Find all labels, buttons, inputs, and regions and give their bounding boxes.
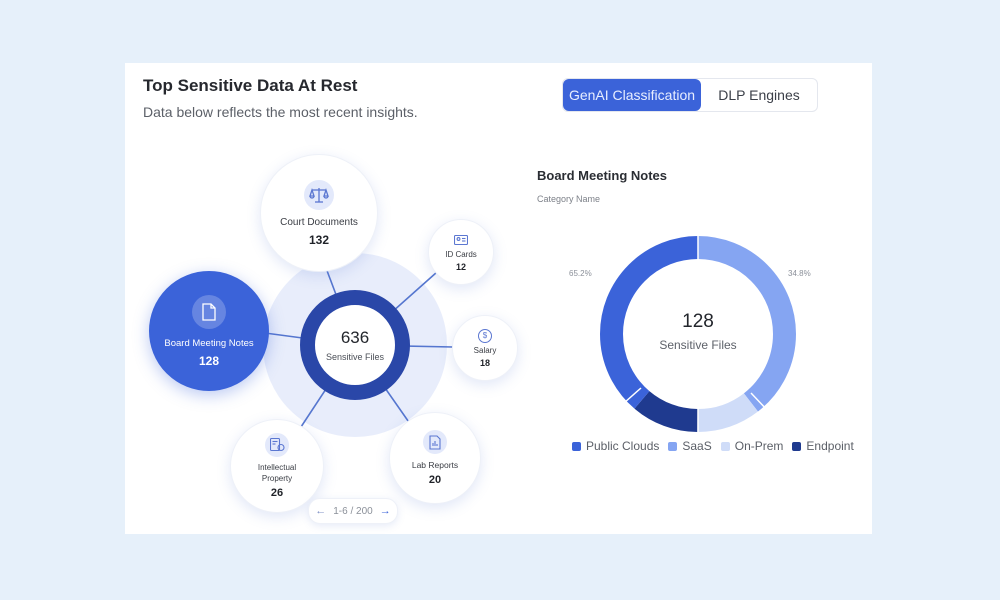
node-label-line2: Property xyxy=(261,474,293,483)
report-chart-icon xyxy=(423,430,447,454)
next-page-arrow-icon[interactable]: → xyxy=(379,505,391,517)
legend-swatch-icon xyxy=(792,441,802,451)
node-count: 26 xyxy=(270,487,284,499)
legend-item-on-prem[interactable]: On-Prem xyxy=(720,439,784,453)
tab-dlp-engines[interactable]: DLP Engines xyxy=(718,87,800,103)
document-icon xyxy=(192,294,226,329)
node-board-meeting-notes[interactable]: Board Meeting Notes 128 xyxy=(149,271,269,391)
node-count: 18 xyxy=(479,357,490,368)
node-label: Court Documents xyxy=(280,216,358,228)
donut-center: 128 Sensitive Files xyxy=(598,311,798,352)
pagination-range: 1-6 / 200 xyxy=(333,505,373,517)
scales-icon xyxy=(304,179,334,210)
node-salary[interactable]: $ Salary 18 xyxy=(452,315,518,381)
dollar-icon: $ xyxy=(478,328,492,343)
node-intellectual-property[interactable]: Intellectual Property 26 xyxy=(230,419,324,513)
card-title: Top Sensitive Data At Rest xyxy=(143,76,358,95)
legend-label: Endpoint xyxy=(806,439,854,453)
sensitive-data-card: Top Sensitive Data At Rest Data below re… xyxy=(125,63,872,534)
right-percentage: 34.8% xyxy=(788,269,811,278)
node-label: ID Cards xyxy=(445,249,477,259)
donut-legend: Public Clouds SaaS On-Prem Endpoint xyxy=(572,439,854,453)
legend-swatch-icon xyxy=(720,441,730,451)
legend-item-saas[interactable]: SaaS xyxy=(668,439,712,453)
tab-genai-classification[interactable]: GenAI Classification xyxy=(563,79,701,111)
donut-label: Sensitive Files xyxy=(659,338,737,352)
legend-item-public-clouds[interactable]: Public Clouds xyxy=(572,439,659,453)
node-label: Salary xyxy=(473,345,497,355)
node-count: 132 xyxy=(308,232,330,247)
legend-item-endpoint[interactable]: Endpoint xyxy=(792,439,854,453)
legend-label: Public Clouds xyxy=(586,439,660,453)
node-count: 20 xyxy=(428,474,442,486)
total-count: 636 xyxy=(340,328,370,347)
id-card-icon xyxy=(453,233,469,247)
detail-subtitle: Category Name xyxy=(537,194,601,204)
node-label-line1: Intellectual xyxy=(257,463,297,472)
donut-count: 128 xyxy=(682,311,714,332)
total-label: Sensitive Files xyxy=(325,352,385,362)
total-sensitive-files-ring: 636 Sensitive Files xyxy=(300,290,410,400)
legend-label: SaaS xyxy=(682,439,712,453)
legend-swatch-icon xyxy=(668,441,678,451)
prev-page-arrow-icon[interactable]: ← xyxy=(315,505,327,517)
node-count: 12 xyxy=(455,261,466,272)
card-subtitle: Data below reflects the most recent insi… xyxy=(143,104,418,120)
legend-swatch-icon xyxy=(572,441,581,451)
node-lab-reports[interactable]: Lab Reports 20 xyxy=(389,412,481,504)
intellectual-property-icon xyxy=(265,433,289,457)
detail-title: Board Meeting Notes xyxy=(537,168,668,183)
node-court-documents[interactable]: Court Documents 132 xyxy=(260,154,378,272)
node-count: 128 xyxy=(198,353,220,368)
sensitive-data-graph: 636 Sensitive Files Court Documents 132 … xyxy=(125,63,872,534)
node-id-cards[interactable]: ID Cards 12 xyxy=(428,219,494,285)
legend-label: On-Prem xyxy=(734,439,784,453)
left-percentage: 65.2% xyxy=(569,269,592,278)
node-label: Board Meeting Notes xyxy=(164,337,254,349)
node-label: Lab Reports xyxy=(411,460,459,470)
pagination-control: ← 1-6 / 200 → xyxy=(308,498,398,524)
classification-toggle: GenAI Classification DLP Engines xyxy=(562,78,818,112)
